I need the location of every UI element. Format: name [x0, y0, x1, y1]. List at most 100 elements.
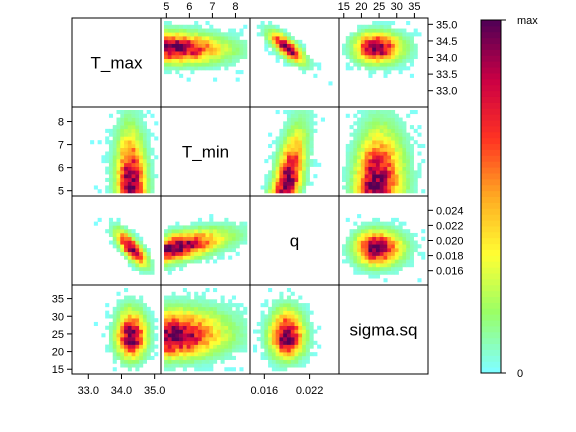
density-cell: [220, 232, 225, 238]
density-cell: [375, 39, 381, 44]
density-cell: [124, 348, 129, 353]
density-cell: [179, 255, 184, 260]
colorbar-step: [481, 284, 501, 292]
density-cell: [294, 132, 299, 137]
density-cell: [383, 32, 388, 37]
density-cell: [364, 62, 369, 67]
density-cell: [186, 58, 191, 63]
density-cell: [391, 185, 396, 190]
density-cell: [201, 344, 206, 349]
density-cell: [201, 340, 206, 345]
density-cell: [194, 333, 199, 338]
density-cell: [205, 337, 210, 342]
tick-label: 0.024: [436, 205, 464, 217]
density-cell: [271, 348, 276, 353]
density-cell: [398, 255, 403, 260]
density-cell: [116, 155, 121, 160]
density-cell: [398, 151, 403, 156]
density-cell: [364, 28, 369, 33]
density-cell: [372, 132, 377, 137]
density-cell: [190, 344, 195, 349]
density-cell: [116, 166, 121, 171]
density-cell: [372, 263, 377, 268]
tick-label: 35: [52, 294, 64, 306]
density-cell: [139, 348, 144, 353]
density-cell: [108, 333, 114, 338]
density-cell: [108, 113, 114, 118]
density-cell: [167, 352, 172, 357]
density-cell: [228, 303, 233, 308]
density-cell: [213, 299, 218, 304]
density-cell: [190, 355, 195, 360]
density-cell: [383, 113, 388, 118]
density-cell: [164, 363, 169, 368]
density-cell: [190, 329, 195, 334]
density-cell: [402, 51, 407, 56]
density-cell: [171, 51, 176, 56]
density-cell: [317, 325, 322, 330]
density-cell: [175, 340, 180, 345]
density-cell: [97, 217, 102, 222]
density-cell: [154, 344, 159, 349]
density-cell: [224, 225, 229, 230]
density-cell: [268, 352, 273, 357]
density-cell: [131, 147, 136, 152]
density-cell: [171, 340, 176, 345]
density-cell: [213, 333, 218, 338]
colorbar-step: [481, 296, 501, 303]
density-cell: [179, 32, 184, 37]
colorbar-min-label: 0: [517, 368, 523, 380]
density-cell: [139, 325, 144, 330]
density-cell: [264, 352, 269, 357]
density-cell: [186, 32, 191, 37]
density-cell: [372, 244, 377, 249]
density-cell: [205, 32, 210, 37]
density-cell: [167, 359, 172, 364]
colorbar-step: [481, 172, 501, 180]
density-cell: [228, 255, 233, 260]
density-cell: [239, 325, 244, 330]
density-cell: [271, 340, 276, 345]
density-cell: [279, 32, 284, 37]
density-cell: [271, 155, 276, 160]
density-cell: [228, 337, 233, 342]
density-cell: [239, 54, 244, 60]
density-cell: [186, 66, 191, 71]
density-cell: [275, 310, 280, 315]
diagonal-label: T_max: [91, 54, 143, 73]
density-cell: [105, 229, 110, 234]
density-cell: [375, 151, 381, 156]
diagonal-label: q: [290, 232, 299, 251]
density-cell: [105, 170, 110, 175]
density-cell: [353, 263, 358, 268]
density-cell: [309, 147, 314, 152]
density-cell: [175, 325, 180, 330]
density-cell: [146, 306, 151, 311]
density-cell: [135, 189, 140, 194]
density-cell: [216, 32, 221, 37]
density-cell: [127, 140, 132, 145]
density-cell: [116, 147, 121, 152]
density-cell: [391, 251, 396, 256]
density-cell: [286, 125, 292, 130]
density-cell: [298, 329, 303, 334]
density-cell: [294, 348, 299, 353]
density-cell: [201, 43, 206, 48]
density-cell: [305, 62, 310, 67]
density-cell: [171, 344, 176, 349]
density-cell: [186, 77, 191, 82]
density-cell: [197, 232, 203, 238]
density-cell: [286, 299, 292, 304]
density-cell: [271, 174, 276, 179]
density-cell: [268, 333, 273, 338]
density-cell: [302, 352, 307, 357]
density-cell: [213, 306, 218, 311]
density-cell: [228, 32, 233, 37]
density-cell: [127, 240, 132, 245]
density-cell: [368, 70, 373, 75]
density-cell: [357, 162, 362, 167]
density-cell: [394, 58, 399, 63]
density-cell: [131, 299, 136, 304]
density-cell: [139, 166, 144, 171]
density-cell: [290, 62, 295, 67]
